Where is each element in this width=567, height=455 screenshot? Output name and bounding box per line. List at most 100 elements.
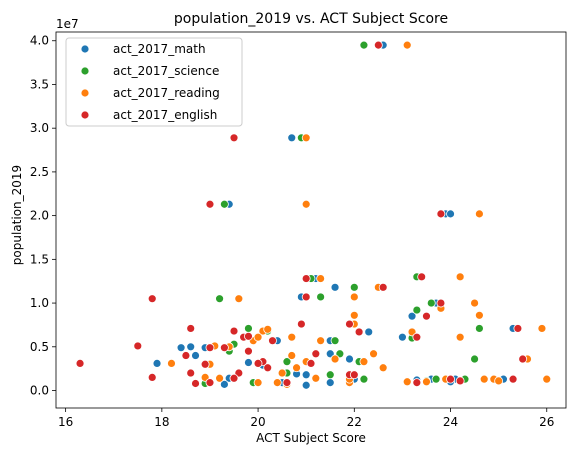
data-point (471, 355, 479, 363)
data-point (432, 375, 440, 383)
data-point (302, 381, 310, 389)
legend-marker (81, 111, 89, 119)
y-axis-ticks: 0.0 0.5 1.0 1.5 2.0 2.5 3.0 3.5 4.0 (30, 34, 56, 398)
data-point (220, 200, 228, 208)
data-point (254, 379, 262, 387)
data-point (230, 327, 238, 335)
data-point (543, 375, 551, 383)
data-point (269, 337, 277, 345)
data-point (379, 283, 387, 291)
data-point (192, 352, 200, 360)
data-point (283, 379, 291, 387)
y-tick-label: 0.0 (30, 384, 49, 398)
data-point (148, 295, 156, 303)
data-point (360, 358, 368, 366)
y-offset-text: 1e7 (56, 17, 79, 31)
data-point (216, 374, 224, 382)
data-point (187, 324, 195, 332)
legend-marker (81, 89, 89, 97)
data-point (437, 299, 445, 307)
y-axis-label: population_2019 (10, 165, 24, 265)
data-point (345, 320, 353, 328)
data-point (235, 295, 243, 303)
data-point (398, 333, 406, 341)
data-point (312, 350, 320, 358)
data-point (187, 369, 195, 377)
data-point (456, 377, 464, 385)
data-point (370, 350, 378, 358)
data-point (182, 352, 190, 360)
y-tick-label: 1.5 (30, 252, 49, 266)
legend-label: act_2017_reading (113, 86, 220, 100)
data-point (519, 355, 527, 363)
data-point (254, 333, 262, 341)
data-point (331, 283, 339, 291)
data-point (350, 293, 358, 301)
data-point (418, 273, 426, 281)
data-point (302, 134, 310, 142)
data-point (427, 299, 435, 307)
data-point (475, 210, 483, 218)
x-tick-label: 26 (539, 415, 554, 429)
data-point (264, 325, 272, 333)
y-tick-label: 2.5 (30, 165, 49, 179)
data-point (254, 359, 262, 367)
data-point (187, 343, 195, 351)
data-point (273, 379, 281, 387)
data-point (365, 328, 373, 336)
data-point (278, 369, 286, 377)
data-point (293, 364, 301, 372)
data-point (471, 299, 479, 307)
data-point (264, 364, 272, 372)
data-point (76, 359, 84, 367)
y-tick-label: 2.0 (30, 209, 49, 223)
data-point (153, 359, 161, 367)
legend: act_2017_math act_2017_science act_2017_re… (66, 38, 242, 126)
data-point (326, 379, 334, 387)
data-point (379, 364, 387, 372)
y-tick-label: 0.5 (30, 340, 49, 354)
data-point (317, 275, 325, 283)
data-point (244, 359, 252, 367)
data-point (422, 312, 430, 320)
data-point (355, 328, 363, 336)
data-point (495, 377, 503, 385)
data-point (302, 371, 310, 379)
data-point (447, 375, 455, 383)
data-point (403, 378, 411, 386)
data-point (307, 359, 315, 367)
x-axis-label: ACT Subject Score (256, 431, 366, 445)
data-point (360, 375, 368, 383)
data-point (475, 324, 483, 332)
data-point (206, 344, 214, 352)
data-point (403, 41, 411, 49)
data-point (422, 378, 430, 386)
data-point (317, 337, 325, 345)
x-axis-ticks: 16 18 20 22 24 26 (58, 408, 554, 429)
legend-label: act_2017_math (113, 42, 206, 56)
data-point (437, 210, 445, 218)
data-point (350, 371, 358, 379)
y-tick-label: 3.0 (30, 121, 49, 135)
data-point (302, 200, 310, 208)
data-point (350, 283, 358, 291)
data-point (413, 379, 421, 387)
data-point (216, 295, 224, 303)
y-tick-label: 1.0 (30, 296, 49, 310)
x-tick-label: 20 (250, 415, 265, 429)
legend-marker (81, 67, 89, 75)
data-point (326, 371, 334, 379)
x-tick-label: 16 (58, 415, 73, 429)
data-point (192, 380, 200, 388)
legend-label: act_2017_english (113, 108, 217, 122)
data-point (244, 324, 252, 332)
data-point (302, 293, 310, 301)
data-point (345, 355, 353, 363)
data-point (206, 379, 214, 387)
data-point (177, 344, 185, 352)
data-point (331, 355, 339, 363)
data-point (201, 360, 209, 368)
data-point (447, 210, 455, 218)
y-tick-label: 4.0 (30, 34, 49, 48)
